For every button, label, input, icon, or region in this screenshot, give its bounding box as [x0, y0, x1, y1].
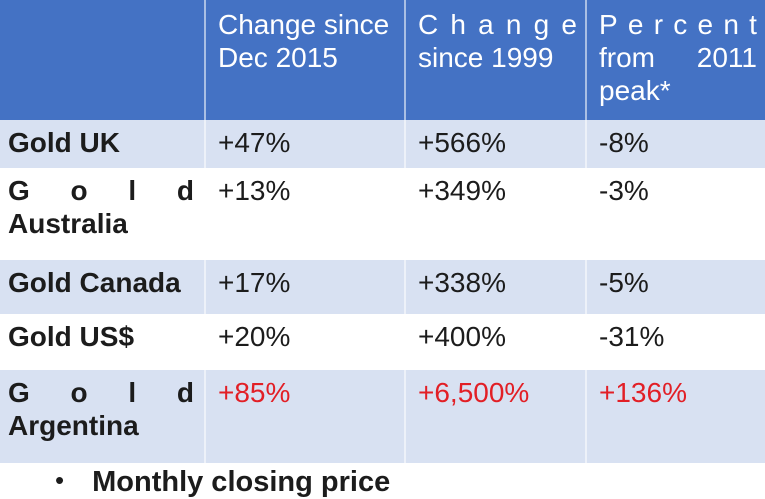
value-gold-usd-since-dec-2015: +20%: [204, 314, 404, 370]
value-gold-australia-since-dec-2015: +13%: [204, 168, 404, 260]
value-gold-uk-since-1999: +566%: [404, 120, 585, 168]
value-gold-usd-from-2011-peak: -31%: [585, 314, 765, 370]
value-gold-australia-from-2011-peak: -3%: [585, 168, 765, 260]
row-label-gold-usd: Gold US$: [0, 314, 204, 370]
value-gold-argentina-since-1999: +6,500%: [404, 370, 585, 463]
value-gold-canada-from-2011-peak: -5%: [585, 260, 765, 314]
value-gold-argentina-from-2011-peak: +136%: [585, 370, 765, 463]
value-gold-usd-since-1999: +400%: [404, 314, 585, 370]
value-gold-canada-since-1999: +338%: [404, 260, 585, 314]
row-label-gold-canada: Gold Canada: [0, 260, 204, 314]
footnote: • Monthly closing price: [0, 463, 765, 499]
header-cell-empty: [0, 0, 204, 120]
header-cell-change-since-dec-2015: Change since Dec 2015: [204, 0, 404, 120]
value-gold-uk-from-2011-peak: -8%: [585, 120, 765, 168]
footnote-text: Monthly closing price: [92, 466, 391, 498]
value-gold-canada-since-dec-2015: +17%: [204, 260, 404, 314]
bullet-icon: •: [55, 465, 65, 495]
row-label-gold-uk: Gold UK: [0, 120, 204, 168]
value-gold-argentina-since-dec-2015: +85%: [204, 370, 404, 463]
value-gold-uk-since-dec-2015: +47%: [204, 120, 404, 168]
value-gold-australia-since-1999: +349%: [404, 168, 585, 260]
